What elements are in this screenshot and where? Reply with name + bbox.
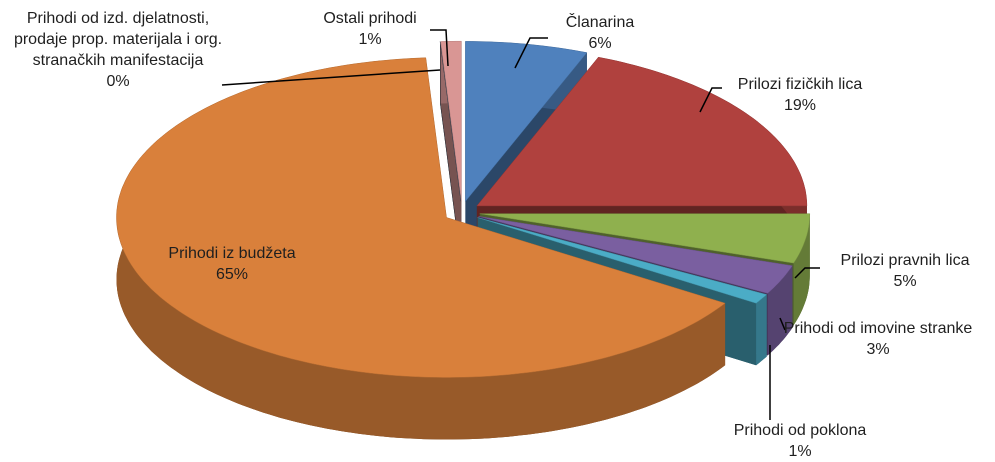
leader-line: [794, 267, 820, 279]
data-label: Prihodi od poklona 1%: [700, 420, 900, 462]
slice-outer-side: [756, 294, 767, 366]
category-label: Prilozi pravnih lica: [840, 252, 970, 269]
leader-line: [221, 69, 441, 86]
category-label: Prilozi fizičkih lica: [737, 76, 863, 93]
slice: [477, 217, 768, 304]
slice: [116, 57, 726, 378]
slice-outer-side: [793, 213, 810, 326]
data-label: Prihodi od imovine stranke 3%: [778, 318, 978, 360]
value-label: 1%: [358, 31, 382, 48]
value-label: 6%: [588, 35, 612, 52]
value-label: 3%: [866, 341, 890, 358]
value-label: 19%: [783, 97, 817, 114]
data-label: Ostali prihodi 1%: [295, 8, 445, 50]
category-label: Prihodi od izd. djelatnosti, prodaje pro…: [13, 10, 223, 69]
data-label: Prilozi pravnih lica 5%: [805, 250, 995, 292]
leader-line: [779, 317, 786, 331]
pie-tops: [116, 40, 811, 378]
slice: [476, 56, 808, 207]
slice-outer-side: [767, 265, 793, 356]
data-label: Članarina 6%: [530, 12, 670, 54]
data-label: Prilozi fizičkih lica 19%: [700, 74, 900, 116]
value-label: 0%: [106, 73, 130, 90]
leader-line: [514, 37, 548, 69]
data-label: Prihodi od izd. djelatnosti, prodaje pro…: [3, 8, 233, 92]
value-label: 5%: [893, 273, 917, 290]
leader-line: [430, 29, 449, 67]
leader-lines: [221, 29, 820, 420]
value-label: 1%: [788, 443, 812, 460]
slice: [440, 40, 462, 202]
slice: [479, 213, 811, 264]
category-label: Prihodi od poklona: [733, 422, 867, 439]
category-label: Prihodi iz budžeta: [168, 245, 296, 262]
category-label: Prihodi od imovine stranke: [783, 320, 973, 337]
leader-line: [699, 87, 722, 113]
data-label: Prihodi iz budžeta 65%: [132, 243, 332, 285]
category-label: Članarina: [565, 14, 635, 31]
value-label: 65%: [215, 266, 249, 283]
slice: [478, 216, 793, 294]
slice: [439, 41, 462, 202]
category-label: Ostali prihodi: [323, 10, 417, 27]
